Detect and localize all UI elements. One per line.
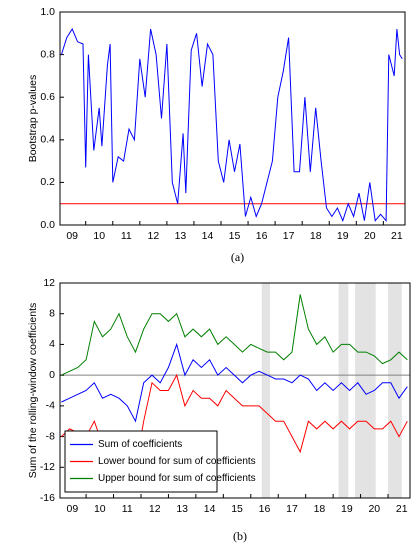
x-tick-label: 15 — [231, 503, 243, 515]
x-tick-label: 16 — [256, 230, 268, 242]
x-tick-label: 16 — [259, 503, 271, 515]
plot-frame — [59, 282, 411, 499]
y-tick-label: 0.8 — [40, 48, 55, 60]
x-tick-label: 18 — [310, 230, 322, 242]
y-tick-label: -12 — [40, 461, 55, 473]
legend-label: Sum of coefficients — [98, 439, 182, 450]
y-axis-label: Sum of the rolling-window coefficients — [27, 303, 39, 478]
x-tick-label: 09 — [66, 230, 78, 242]
y-tick-label: 0.0 — [40, 219, 55, 231]
x-tick-label: 19 — [341, 503, 353, 515]
y-tick-label: 0.6 — [40, 91, 55, 103]
x-tick-label: 09 — [67, 503, 79, 515]
x-tick-label: 20 — [364, 230, 376, 242]
x-tick-label: 11 — [122, 503, 133, 515]
data-line — [60, 27, 403, 223]
x-tick-label: 14 — [204, 503, 216, 515]
y-tick-label: 0 — [49, 369, 55, 381]
x-tick-label: 17 — [286, 503, 298, 515]
data-line — [61, 294, 408, 376]
x-tick-label: 14 — [202, 230, 214, 242]
x-tick-label: 21 — [391, 230, 403, 242]
data-line — [61, 342, 408, 423]
y-tick-label: 8 — [49, 307, 55, 319]
y-tick-label: 4 — [49, 338, 55, 350]
legend-label: Lower bound for sum of coefficients — [98, 456, 256, 467]
y-tick-label: 0.4 — [40, 134, 55, 146]
x-tick-label: 13 — [175, 230, 187, 242]
x-tick-label: 12 — [148, 230, 160, 242]
y-tick-label: -16 — [40, 492, 55, 504]
x-tick-label: 19 — [337, 230, 349, 242]
y-tick-label: 1.0 — [40, 6, 55, 18]
legend-label: Upper bound for sum of coefficients — [98, 473, 256, 484]
x-tick-label: 10 — [93, 230, 105, 242]
y-tick-label: 12 — [43, 277, 55, 289]
y-axis-label: Bootstrap p-values — [27, 75, 39, 163]
x-tick-label: 17 — [283, 230, 295, 242]
shaded-region — [338, 283, 349, 498]
shaded-region — [355, 283, 376, 498]
caption: (b) — [233, 529, 247, 543]
legend: Sum of coefficients Lower bound for sum o… — [64, 430, 256, 493]
y-tick-label: 0.2 — [40, 176, 55, 188]
x-tick-label: 15 — [229, 230, 241, 242]
caption: (a) — [231, 250, 244, 264]
x-tick-label: 12 — [149, 503, 161, 515]
x-tick-label: 10 — [94, 503, 106, 515]
y-tick-label: -4 — [46, 400, 55, 412]
shaded-region — [261, 283, 270, 498]
x-tick-label: 21 — [396, 503, 408, 515]
x-tick-label: 11 — [121, 230, 132, 242]
x-tick-label: 20 — [368, 503, 380, 515]
x-tick-label: 13 — [176, 503, 188, 515]
y-tick-label: -8 — [46, 430, 55, 442]
plot-frame — [59, 11, 406, 226]
x-tick-label: 18 — [314, 503, 326, 515]
